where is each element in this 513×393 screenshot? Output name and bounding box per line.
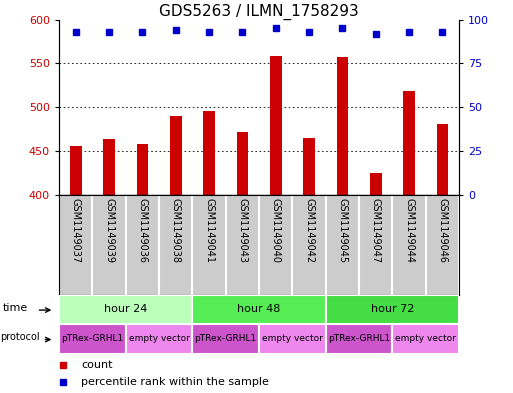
Text: count: count	[81, 360, 112, 370]
Text: GSM1149047: GSM1149047	[371, 198, 381, 263]
Bar	[192, 295, 326, 324]
Text: pTRex-GRHL1: pTRex-GRHL1	[194, 334, 257, 343]
Bar	[70, 145, 82, 195]
Text: protocol: protocol	[0, 332, 40, 342]
Bar	[403, 91, 415, 195]
Bar	[259, 324, 326, 354]
Text: GSM1149043: GSM1149043	[238, 198, 247, 263]
Text: hour 24: hour 24	[104, 305, 147, 314]
Bar	[59, 295, 192, 324]
Text: time: time	[3, 303, 28, 313]
Text: GSM1149037: GSM1149037	[71, 198, 81, 263]
Text: GSM1149044: GSM1149044	[404, 198, 414, 263]
Bar	[203, 110, 215, 195]
Text: GSM1149042: GSM1149042	[304, 198, 314, 263]
Bar	[170, 116, 182, 195]
Text: pTRex-GRHL1: pTRex-GRHL1	[61, 334, 124, 343]
Bar	[337, 57, 348, 195]
Bar	[126, 324, 192, 354]
Text: hour 48: hour 48	[238, 305, 281, 314]
Text: empty vector: empty vector	[262, 334, 323, 343]
Bar	[103, 139, 115, 195]
Text: GSM1149040: GSM1149040	[271, 198, 281, 263]
Text: pTRex-GRHL1: pTRex-GRHL1	[328, 334, 390, 343]
Text: GSM1149036: GSM1149036	[137, 198, 147, 263]
Bar	[370, 173, 382, 195]
Text: GSM1149045: GSM1149045	[338, 198, 347, 263]
Text: empty vector: empty vector	[129, 334, 189, 343]
Text: GSM1149038: GSM1149038	[171, 198, 181, 263]
Text: percentile rank within the sample: percentile rank within the sample	[81, 377, 269, 387]
Bar	[437, 124, 448, 195]
Bar	[192, 324, 259, 354]
Bar	[270, 56, 282, 195]
Bar	[236, 132, 248, 195]
Bar	[326, 324, 392, 354]
Text: GSM1149046: GSM1149046	[438, 198, 447, 263]
Text: GSM1149039: GSM1149039	[104, 198, 114, 263]
Text: hour 72: hour 72	[371, 305, 414, 314]
Title: GDS5263 / ILMN_1758293: GDS5263 / ILMN_1758293	[159, 4, 359, 20]
Text: GSM1149041: GSM1149041	[204, 198, 214, 263]
Bar	[59, 324, 126, 354]
Text: empty vector: empty vector	[396, 334, 456, 343]
Bar	[303, 138, 315, 195]
Bar	[326, 295, 459, 324]
Bar	[136, 144, 148, 195]
Bar	[392, 324, 459, 354]
